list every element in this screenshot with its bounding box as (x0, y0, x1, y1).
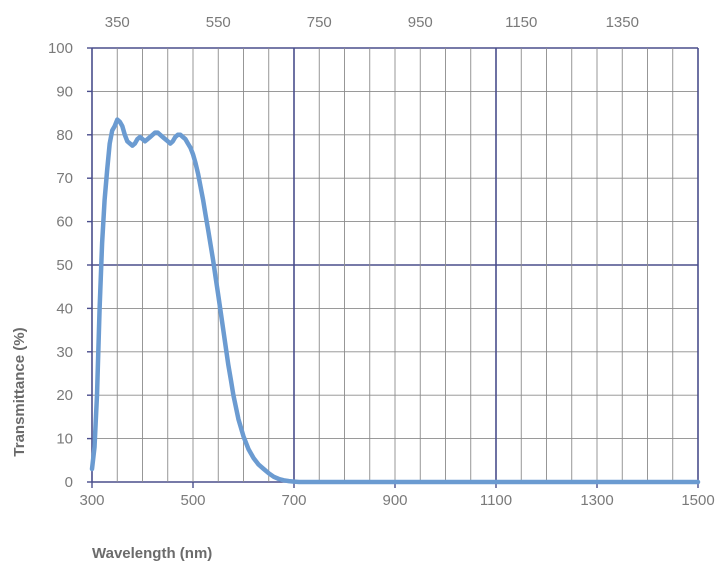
x-tick-label-500: 500 (180, 492, 205, 509)
x-top-tick-label-550: 550 (206, 14, 231, 31)
y-tick-label-70: 70 (56, 170, 73, 187)
y-ticks: 0 10 20 30 40 50 60 70 80 90 100 (48, 40, 73, 491)
grid (87, 47, 699, 488)
x-tick-label-1100: 1100 (480, 492, 512, 509)
bottom-x-ticks: 300 500 700 900 1100 1300 1500 (79, 492, 714, 509)
y-tick-label-80: 80 (56, 127, 73, 144)
y-tick-label-50: 50 (56, 257, 73, 274)
x-tick-label-1500: 1500 (681, 492, 714, 509)
x-tick-label-700: 700 (281, 492, 306, 509)
plot-area (89, 117, 701, 485)
y-tick-label-40: 40 (56, 300, 73, 317)
x-axis-title: Wavelength (nm) (92, 545, 212, 562)
y-tick-label-20: 20 (56, 387, 73, 404)
top-x-ticks: 350 550 750 950 1150 1350 (105, 14, 639, 31)
y-axis-title: Transmittance (%) (11, 327, 28, 456)
y-tick-label-100: 100 (48, 40, 73, 57)
x-top-tick-label-350: 350 (105, 14, 130, 31)
series-line-0 (89, 117, 701, 485)
y-tick-label-0: 0 (65, 474, 73, 491)
y-tick-label-90: 90 (56, 83, 73, 100)
x-tick-label-1300: 1300 (580, 492, 613, 509)
y-tick-label-10: 10 (56, 431, 73, 448)
x-top-tick-label-950: 950 (408, 14, 433, 31)
y-tick-label-60: 60 (56, 214, 73, 231)
x-tick-label-900: 900 (382, 492, 407, 509)
x-top-tick-label-1350: 1350 (606, 14, 639, 31)
x-top-tick-label-1150: 1150 (505, 14, 537, 31)
x-top-tick-label-750: 750 (307, 14, 332, 31)
y-tick-label-30: 30 (56, 344, 73, 361)
x-tick-label-300: 300 (79, 492, 104, 509)
